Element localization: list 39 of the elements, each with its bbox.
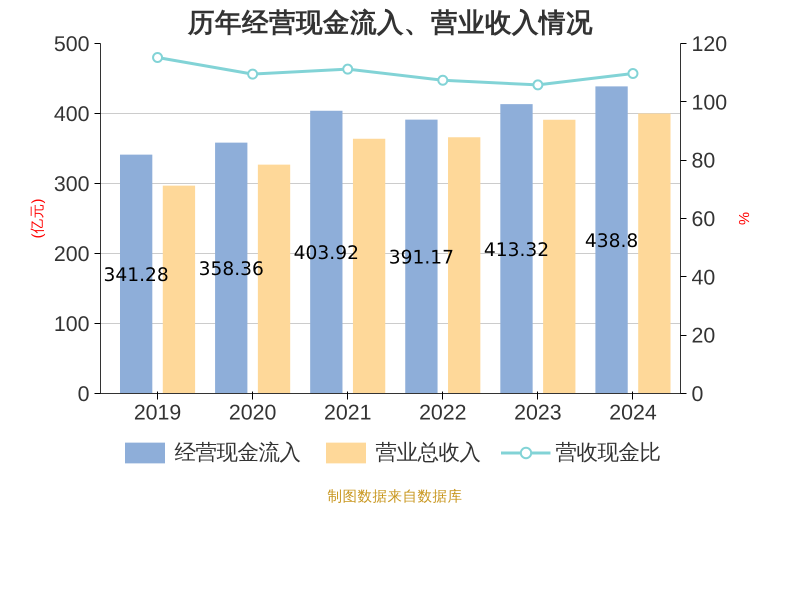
legend-label: 经营现金流入 <box>174 440 300 466</box>
y-tick-label: 0 <box>78 382 90 406</box>
text: 制图数据来自数据库 <box>328 487 462 507</box>
y-tick-label: 100 <box>54 312 90 336</box>
data-label: 358.36 <box>198 259 264 280</box>
bar <box>638 114 671 394</box>
data-label: 341.28 <box>104 265 169 286</box>
y-axis-title: (亿元) <box>30 198 46 238</box>
chart-title: 历年经营现金流入、营业收入情况 <box>187 8 594 38</box>
y-tick-label: 300 <box>54 172 90 196</box>
legend-label: 营收现金比 <box>556 440 660 466</box>
y-tick-label: 500 <box>54 32 90 56</box>
x-tick-label: 2021 <box>324 400 372 424</box>
y2-tick-label: 100 <box>692 90 728 114</box>
x-tick-label: 2023 <box>514 400 562 424</box>
x-tick-label: 2019 <box>134 400 182 424</box>
x-tick-label: 2022 <box>419 400 467 424</box>
data-label: 403.92 <box>294 243 359 264</box>
y2-tick-label: 120 <box>692 32 728 56</box>
y2-axis-title: % <box>735 212 752 226</box>
y-tick-label: 400 <box>54 102 90 126</box>
point <box>532 79 544 90</box>
point <box>247 68 258 80</box>
legend-label: 营业总收入 <box>376 440 480 466</box>
point <box>152 52 164 63</box>
data-label: 413.32 <box>484 240 550 261</box>
y-tick-label: 200 <box>54 242 90 266</box>
y2-tick-label: 0 <box>692 382 704 406</box>
data-label: 438.8 <box>584 230 638 252</box>
point <box>437 74 448 86</box>
y2-tick-label: 60 <box>692 207 716 231</box>
point <box>627 68 638 80</box>
y2-tick-label: 20 <box>692 324 716 348</box>
y2-tick-label: 40 <box>692 265 716 290</box>
y2-tick-label: 80 <box>692 148 716 173</box>
data-label: 391.17 <box>388 248 454 269</box>
point <box>342 64 354 75</box>
x-tick-label: 2024 <box>609 400 657 424</box>
x-tick-label: 2020 <box>228 400 276 424</box>
